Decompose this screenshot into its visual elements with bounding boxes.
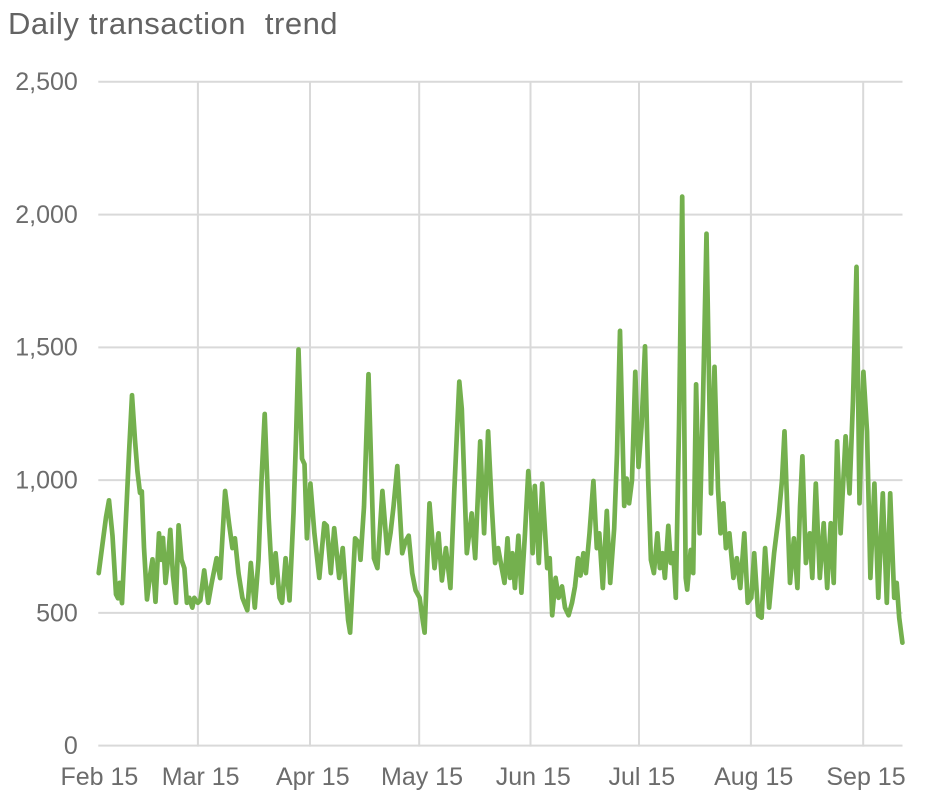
svg-text:1,000: 1,000 (15, 467, 78, 495)
svg-text:Aug 15: Aug 15 (714, 763, 793, 791)
svg-text:2,500: 2,500 (15, 68, 78, 96)
svg-text:Feb 15: Feb 15 (60, 763, 138, 791)
svg-text:0: 0 (64, 732, 78, 760)
svg-text:Jul 15: Jul 15 (608, 763, 675, 791)
svg-text:Jun 15: Jun 15 (496, 763, 571, 791)
svg-text:Sep 15: Sep 15 (826, 763, 905, 791)
svg-text:Apr 15: Apr 15 (276, 763, 350, 791)
svg-text:500: 500 (36, 599, 78, 627)
svg-text:May 15: May 15 (381, 763, 463, 791)
svg-text:2,000: 2,000 (15, 201, 78, 229)
svg-text:Mar 15: Mar 15 (162, 763, 240, 791)
svg-text:1,500: 1,500 (15, 334, 78, 362)
